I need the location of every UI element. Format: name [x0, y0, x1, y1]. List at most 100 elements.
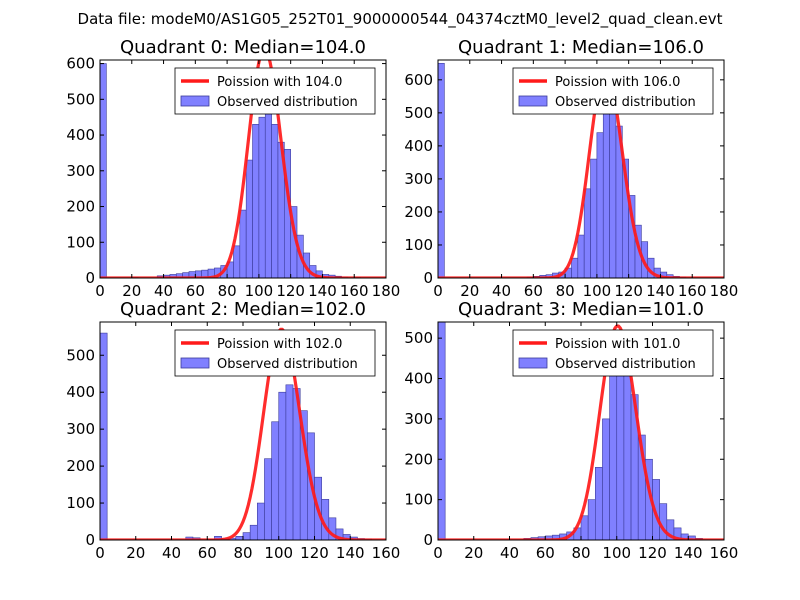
histogram-bar	[245, 159, 253, 278]
plot-area	[100, 327, 386, 540]
x-tick-label: 60	[536, 544, 555, 562]
y-tick-label: 300	[404, 410, 433, 428]
histogram-bar	[264, 458, 272, 540]
x-tick-label: 20	[122, 282, 141, 300]
plot-area	[438, 322, 724, 540]
histogram-bar	[285, 384, 294, 540]
axes-frame	[437, 59, 725, 279]
legend-curve-label: Poission with 102.0	[217, 337, 342, 352]
legend-curve-label: Poission with 104.0	[217, 75, 342, 90]
x-tick-label: 120	[300, 544, 329, 562]
histogram-bar	[580, 515, 589, 540]
x-tick-label: 100	[264, 544, 293, 562]
histogram-bar	[594, 467, 603, 540]
y-tick-label: 200	[66, 457, 95, 475]
histogram-bar	[100, 332, 108, 540]
histogram-bar	[235, 536, 244, 540]
histogram-bar	[616, 362, 625, 540]
legend: Poission with 102.0 Observed distribution	[174, 329, 376, 377]
histogram-bar	[233, 245, 241, 278]
y-tick-label: 0	[85, 269, 95, 287]
histogram-bar	[258, 116, 266, 278]
y-tick-label: 0	[85, 531, 95, 549]
histogram-bar	[438, 63, 445, 278]
y-tick-label: 300	[66, 162, 95, 180]
y-tick-label: 300	[66, 420, 95, 438]
histogram-bar	[583, 188, 591, 278]
y-tick-label: 100	[66, 233, 95, 251]
x-tick-label: 180	[710, 282, 739, 300]
x-tick-label: 140	[646, 282, 675, 300]
x-tick-label: 80	[233, 544, 252, 562]
x-tick-label: 0	[433, 282, 443, 300]
x-tick-label: 60	[186, 282, 205, 300]
panel-quadrant-0: Quadrant 0: Median=104.00 20 40 60 80 100 120 1…	[66, 37, 400, 300]
histogram-bar	[602, 418, 610, 540]
x-tick-label: 140	[308, 282, 337, 300]
histogram-bar	[438, 322, 446, 540]
x-tick-label: 0	[433, 544, 443, 562]
panels: Quadrant 0: Median=104.00 20 40 60 80 100 120 1…	[66, 37, 738, 562]
x-tick-label: 160	[372, 544, 401, 562]
histogram-bar	[571, 257, 579, 278]
y-tick-label: 100	[66, 494, 95, 512]
panel-title: Quadrant 0: Median=104.0	[120, 37, 366, 58]
y-tick-label: 500	[66, 346, 95, 364]
x-tick-label: 20	[460, 282, 479, 300]
histogram-bar	[602, 92, 610, 278]
panel-title: Quadrant 3: Median=101.0	[458, 299, 704, 320]
x-tick-label: 180	[372, 282, 401, 300]
y-tick-label: 0	[423, 269, 433, 287]
legend-bar-label: Observed distribution	[555, 357, 696, 372]
y-tick-label: 400	[66, 383, 95, 401]
x-tick-label: 160	[678, 282, 707, 300]
plot-area	[438, 63, 724, 278]
x-tick-label: 160	[340, 282, 369, 300]
x-tick-label: 40	[492, 282, 511, 300]
panel-title: Quadrant 1: Median=106.0	[458, 37, 704, 58]
x-tick-label: 80	[571, 544, 590, 562]
x-tick-label: 40	[162, 544, 181, 562]
legend-bar-swatch	[180, 95, 210, 107]
histogram-bar	[242, 532, 251, 540]
y-tick-label: 300	[404, 170, 433, 188]
x-tick-label: 40	[500, 544, 519, 562]
histogram-bar	[271, 124, 279, 278]
y-tick-label: 500	[404, 329, 433, 347]
poisson-curve	[438, 324, 724, 540]
figure-suptitle: Data file: modeM0/AS1G05_252T01_90000005…	[78, 10, 723, 29]
y-tick-label: 400	[66, 126, 95, 144]
y-tick-label: 500	[404, 104, 433, 122]
x-tick-label: 20	[464, 544, 483, 562]
poisson-curve	[100, 327, 386, 540]
histogram-bar	[590, 158, 598, 278]
histogram-bar	[271, 421, 280, 540]
x-tick-label: 60	[524, 282, 543, 300]
histogram-bar	[278, 391, 287, 540]
axes-frame	[99, 59, 387, 279]
y-tick-label: 0	[423, 531, 433, 549]
histogram-bar	[609, 99, 617, 278]
y-tick-label: 600	[404, 71, 433, 89]
histogram-bar	[252, 124, 260, 278]
y-tick-label: 100	[404, 491, 433, 509]
histogram-bar	[239, 209, 247, 278]
panel-quadrant-2: Quadrant 2: Median=102.0 0 20 40 60 80 100 120 1…	[66, 299, 400, 562]
y-tick-label: 400	[404, 137, 433, 155]
x-tick-label: 40	[154, 282, 173, 300]
histogram-bar	[249, 524, 258, 540]
legend-bar-label: Observed distribution	[555, 95, 696, 110]
x-tick-label: 120	[614, 282, 643, 300]
y-tick-label: 600	[66, 55, 95, 73]
y-tick-label: 200	[66, 198, 95, 216]
legend: Poission with 106.0 Observed distribution	[512, 67, 714, 115]
x-tick-label: 140	[674, 544, 703, 562]
legend: Poission with 104.0 Observed distribution	[174, 67, 376, 115]
x-tick-label: 20	[126, 544, 145, 562]
y-tick-label: 400	[404, 370, 433, 388]
histogram-bar	[596, 132, 604, 278]
histogram-bar	[264, 113, 272, 278]
x-tick-label: 80	[218, 282, 237, 300]
legend: Poission with 101.0 Observed distribution	[512, 329, 714, 377]
